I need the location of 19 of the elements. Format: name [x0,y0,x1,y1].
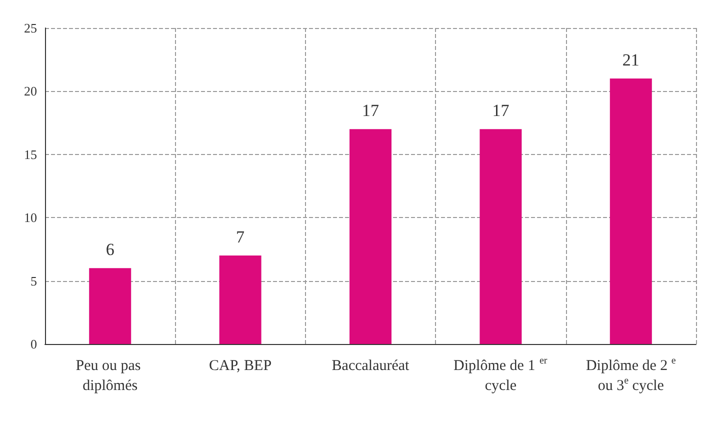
x-tick-label: Peu ou pas diplômés [76,358,144,394]
data-label: 7 [236,228,246,247]
y-tick-label: 25 [24,20,37,36]
x-tick-label: CAP, BEP [209,358,272,374]
data-label: 17 [492,101,510,120]
y-tick-label: 0 [30,336,37,352]
data-label: 21 [622,50,640,70]
bar [350,129,392,344]
bar [480,129,522,344]
bar [219,256,262,344]
y-tick-label: 20 [24,84,37,99]
bar [89,268,132,344]
y-tick-label: 15 [24,146,37,162]
bar [610,78,652,344]
y-tick-label: 5 [30,273,37,288]
data-label: 6 [106,240,114,260]
x-tick-label: Baccalauréat [332,358,410,374]
data-label: 17 [362,101,380,120]
y-tick-label: 10 [24,210,37,226]
